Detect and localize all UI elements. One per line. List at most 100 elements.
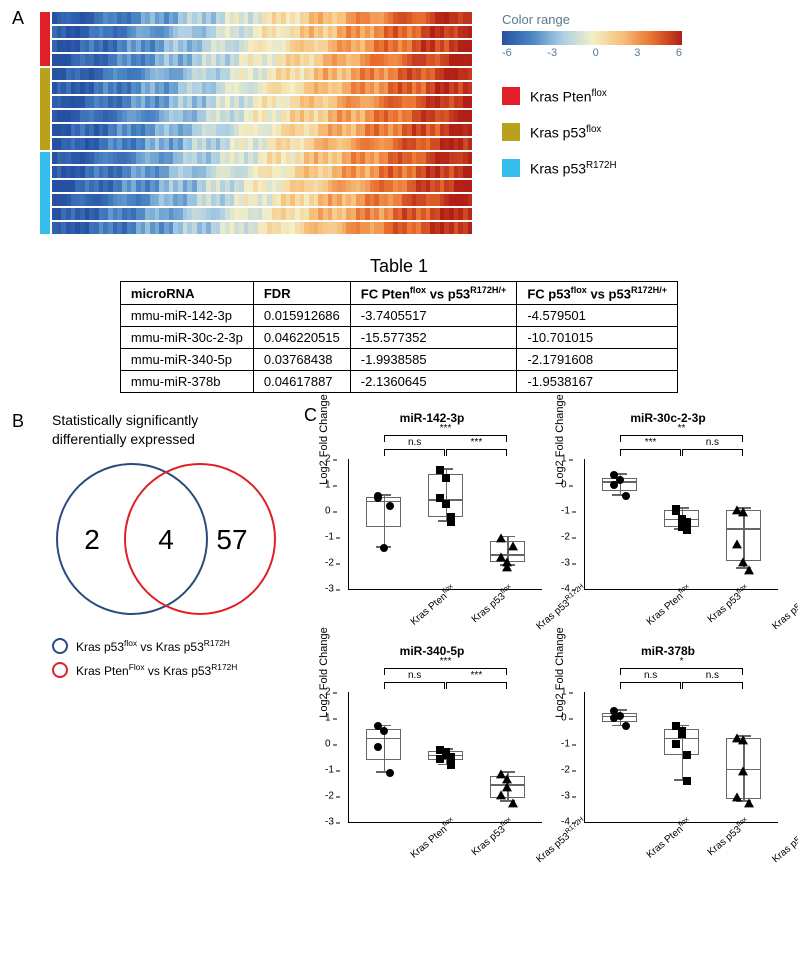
sig-bracket — [384, 435, 508, 442]
heatmap-row — [52, 54, 472, 66]
y-tick: 0 — [561, 713, 567, 724]
data-point — [678, 515, 686, 523]
venn-center-value: 4 — [158, 524, 174, 555]
boxplot: miR-340-5pLog2 Fold Change-3-2-1012Kras … — [322, 644, 542, 863]
data-point — [744, 565, 754, 574]
panel-c-label: C — [304, 405, 317, 426]
data-point — [732, 539, 742, 548]
heatmap-row — [52, 12, 472, 24]
panel-b-label: B — [12, 411, 24, 432]
table-row: mmu-miR-142-3p0.015912686-3.7405517-4.57… — [120, 305, 677, 327]
group-bar-seg — [40, 152, 50, 234]
y-tick: -1 — [325, 532, 334, 543]
color-scale-ticks: -6-3036 — [502, 47, 682, 59]
y-tick: 1 — [325, 713, 331, 724]
data-point — [622, 492, 630, 500]
venn-left-circle — [57, 464, 207, 614]
group-legend-item: Kras Ptenflox — [502, 87, 682, 105]
scale-tick: 3 — [634, 47, 640, 59]
data-point — [442, 748, 450, 756]
y-tick: 1 — [325, 480, 331, 491]
data-point — [496, 534, 506, 543]
sig-bracket — [682, 682, 744, 689]
sig-bracket — [446, 682, 508, 689]
y-axis-label: Log2 Fold Change — [554, 394, 566, 485]
heatmap-row — [52, 26, 472, 38]
heatmap-row — [52, 180, 472, 192]
swatch — [502, 123, 520, 141]
heatmap-row — [52, 166, 472, 178]
scale-tick: 0 — [593, 47, 599, 59]
y-tick: 0 — [561, 480, 567, 491]
data-point — [374, 494, 382, 502]
table-cell: 0.03768438 — [253, 349, 350, 371]
table-cell: -2.1360645 — [350, 371, 517, 393]
data-point — [380, 727, 388, 735]
venn-diagram: 2 4 57 — [32, 454, 292, 624]
y-tick: -2 — [325, 558, 334, 569]
heatmap — [52, 12, 472, 236]
group-legend-label: Kras Ptenflox — [530, 88, 607, 105]
table-cell: mmu-miR-30c-2-3p — [120, 327, 253, 349]
data-point — [374, 743, 382, 751]
y-tick: -4 — [561, 584, 570, 595]
scale-tick: 6 — [676, 47, 682, 59]
table-header: FC Ptenflox vs p53R172H/+ — [350, 282, 517, 305]
heatmap-row — [52, 40, 472, 52]
y-axis-label: Log2 Fold Change — [318, 394, 330, 485]
data-point — [508, 542, 518, 551]
data-point — [610, 714, 618, 722]
y-tick: -1 — [325, 765, 334, 776]
data-point — [738, 508, 748, 517]
sig-label: *** — [440, 423, 452, 434]
heatmap-row — [52, 152, 472, 164]
scale-tick: -6 — [502, 47, 512, 59]
color-scale — [502, 31, 682, 45]
data-point — [386, 502, 394, 510]
heatmap-row — [52, 222, 472, 234]
heatmap-row — [52, 194, 472, 206]
y-tick: -3 — [325, 817, 334, 828]
sig-bracket — [620, 682, 682, 689]
table-1-grid: microRNAFDRFC Ptenflox vs p53R172H/+FC p… — [120, 281, 678, 393]
group-bar-seg — [40, 68, 50, 150]
venn-legend: Kras p53flox vs Kras p53R172HKras PtenFl… — [52, 638, 312, 678]
table-cell: -1.9538167 — [517, 371, 678, 393]
color-scale-label: Color range — [502, 12, 682, 27]
y-tick: 0 — [325, 506, 331, 517]
data-point — [672, 740, 680, 748]
y-tick: -2 — [561, 765, 570, 776]
data-point — [386, 769, 394, 777]
y-tick: 1 — [561, 454, 567, 465]
y-tick: -3 — [561, 791, 570, 802]
data-point — [738, 557, 748, 566]
data-point — [496, 790, 506, 799]
table-cell: -4.579501 — [517, 305, 678, 327]
boxplot-title: miR-30c-2-3p — [558, 411, 778, 425]
data-point — [502, 562, 512, 571]
swatch — [502, 87, 520, 105]
heatmap-legend: Color range -6-3036 Kras PtenfloxKras p5… — [502, 12, 682, 177]
venn-left-value: 2 — [84, 524, 100, 555]
table-cell: -15.577352 — [350, 327, 517, 349]
sig-bracket — [384, 668, 508, 675]
table-cell: 0.04617887 — [253, 371, 350, 393]
table-row: mmu-miR-30c-2-3p0.046220515-15.577352-10… — [120, 327, 677, 349]
heatmap-block — [40, 12, 472, 236]
data-point — [610, 481, 618, 489]
sig-bracket — [384, 682, 446, 689]
table-cell: 0.015912686 — [253, 305, 350, 327]
y-tick: 1 — [561, 687, 567, 698]
plot-area: -4-3-2-101Kras PtenfloxKras p53floxKras … — [584, 692, 778, 823]
data-point — [447, 761, 455, 769]
group-legend-label: Kras p53flox — [530, 124, 601, 141]
venn-caption: Statistically significantly differential… — [52, 411, 312, 447]
table-header: microRNA — [120, 282, 253, 305]
swatch — [502, 159, 520, 177]
heatmap-row — [52, 82, 472, 94]
boxplot: miR-142-3pLog2 Fold Change-3-2-1012Kras … — [322, 411, 542, 630]
table-1: Table 1 microRNAFDRFC Ptenflox vs p53R17… — [12, 256, 786, 393]
group-legend: Kras PtenfloxKras p53floxKras p53R172H — [502, 87, 682, 177]
venn-right-value: 57 — [216, 524, 247, 555]
boxplot-grid: miR-142-3pLog2 Fold Change-3-2-1012Kras … — [322, 411, 786, 863]
